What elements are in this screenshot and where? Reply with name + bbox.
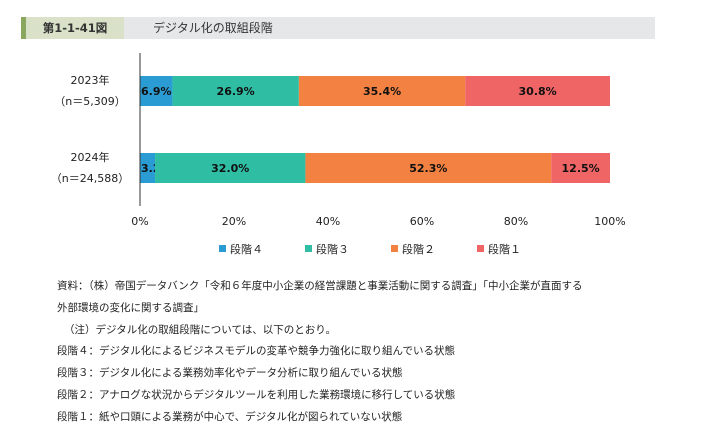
note-stage-1: 段階１：紙や口頭による業務が中心で、デジタル化が図られていない状態	[57, 410, 403, 423]
category-label: 2024年	[71, 150, 110, 164]
legend-label: 段階１	[488, 242, 521, 256]
data-label: 26.9%	[217, 85, 255, 98]
source-line-2: 外部環境の変化に関する調査」	[57, 301, 204, 314]
data-label: 52.3%	[409, 162, 447, 175]
notes: 資料：（株）帝国データバンク「令和６年度中小企業の経営課題と事業活動に関する調査…	[57, 276, 583, 429]
bar-segment	[305, 153, 552, 183]
legend-label: 段階４	[230, 242, 263, 256]
x-tick-label: 0%	[131, 215, 148, 228]
bar-segment	[551, 153, 610, 183]
legend-swatch	[391, 245, 398, 252]
bar-segment	[140, 153, 156, 183]
note-stage-3: 段階３：デジタル化による業務効率化やデータ分析に取り組んでいる状態	[57, 367, 403, 380]
legend-label: 段階３	[316, 242, 349, 256]
bar-segment	[155, 153, 306, 183]
note-heading: （注）デジタル化の取組段階については、以下のとおり。	[64, 323, 337, 336]
bar-segment	[172, 76, 299, 106]
x-tick-label: 80%	[504, 215, 528, 228]
legend-swatch	[219, 245, 226, 252]
bar-segment	[140, 76, 173, 106]
data-label: 12.5%	[562, 162, 600, 175]
category-label: 2023年	[71, 73, 110, 87]
source-line-1: 資料：（株）帝国データバンク「令和６年度中小企業の経営課題と事業活動に関する調査…	[57, 280, 583, 292]
x-tick-label: 100%	[594, 215, 625, 228]
x-tick-label: 60%	[410, 215, 434, 228]
legend-label: 段階２	[402, 242, 435, 256]
legend-swatch	[477, 245, 484, 252]
data-label: 35.4%	[363, 85, 401, 98]
header-accent	[21, 17, 26, 39]
data-label: 32.0%	[211, 162, 249, 175]
stacked-bar-chart: 2023年 （n＝5,309） 6.9% 26.9% 35.4% 30.8% 2024年 （n…	[51, 53, 626, 256]
x-tick-label: 40%	[316, 215, 340, 228]
bar-segment	[298, 76, 466, 106]
note-stage-2: 段階２：アナログな状況からデジタルツールを利用した業務環境に移行している状態	[57, 388, 456, 401]
legend-swatch	[305, 245, 312, 252]
figure-title: デジタル化の取組段階	[153, 21, 273, 35]
bar-segment	[465, 76, 610, 106]
note-stage-4: 段階４：デジタル化によるビジネスモデルの変革や競争力強化に取り組んでいる状態	[57, 345, 455, 358]
figure-number: 第1-1-41図	[26, 17, 124, 39]
category-n-label: （n＝24,588）	[51, 172, 129, 185]
figure-header: 第1-1-41図 デジタル化の取組段階	[21, 17, 655, 39]
category-n-label: （n＝5,309）	[54, 95, 125, 108]
x-tick-label: 20%	[222, 215, 246, 228]
data-label: 30.8%	[519, 85, 557, 98]
data-label: 6.9%	[141, 85, 172, 98]
